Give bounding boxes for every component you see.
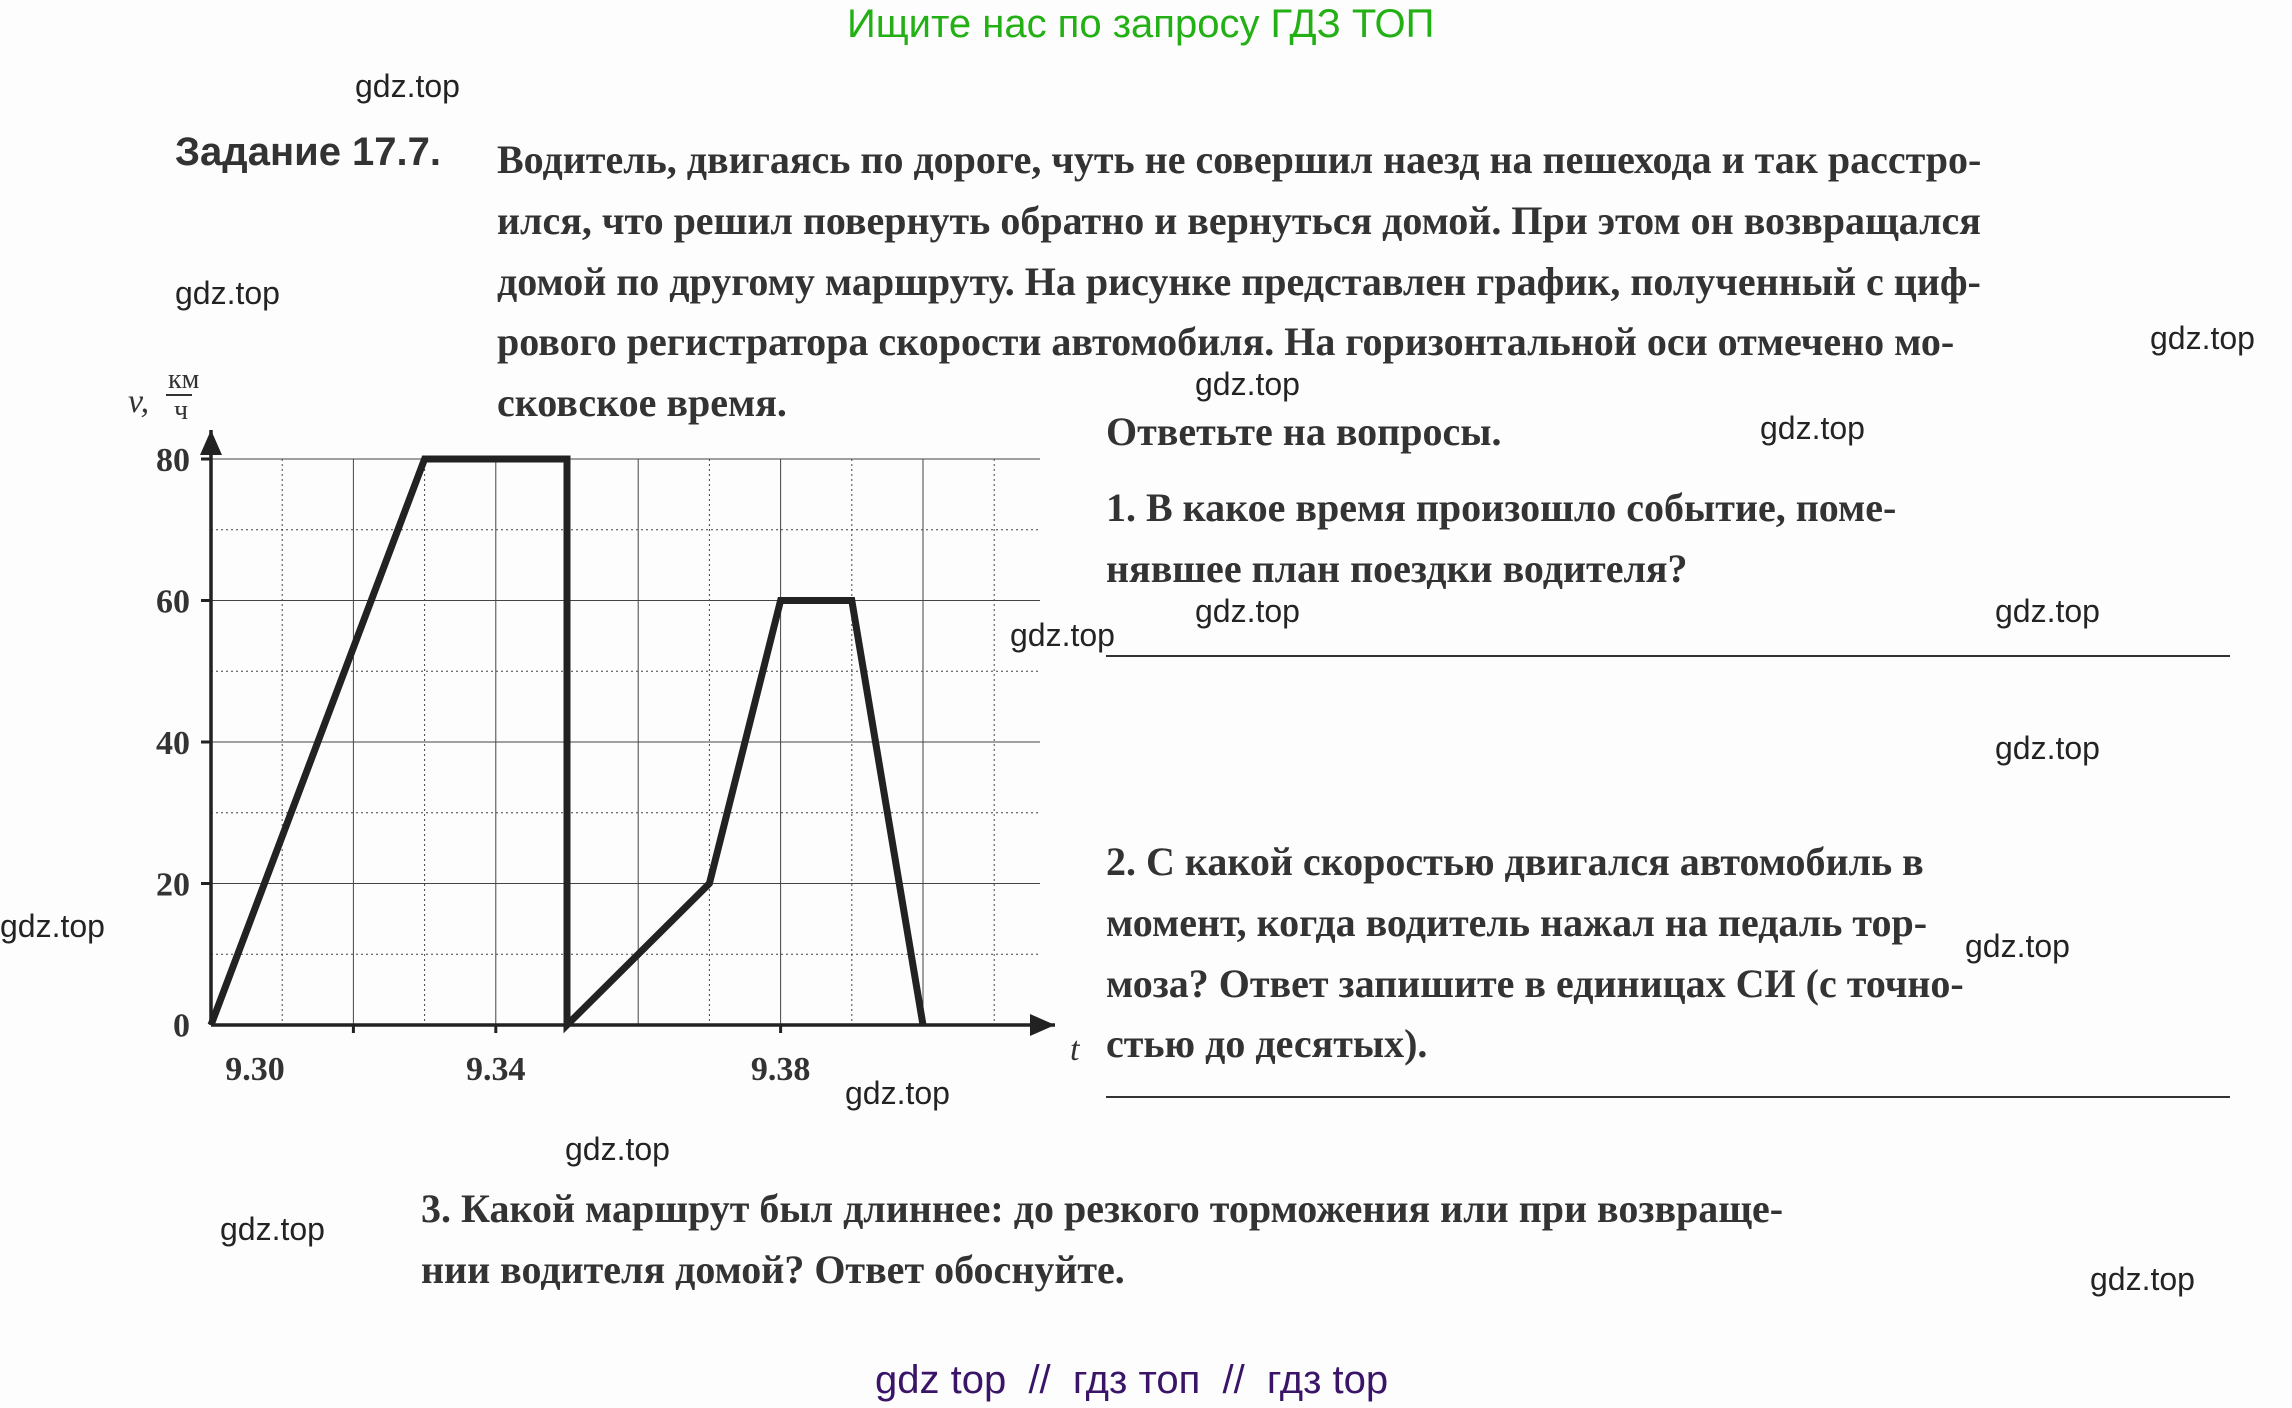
svg-text:20: 20 xyxy=(156,867,190,904)
svg-text:км: км xyxy=(168,364,200,395)
svg-text:40: 40 xyxy=(156,725,190,762)
svg-text:9.30: 9.30 xyxy=(225,1051,285,1088)
svg-text:60: 60 xyxy=(156,584,190,621)
svg-text:9.34: 9.34 xyxy=(466,1051,526,1088)
svg-text:0: 0 xyxy=(173,1008,190,1045)
svg-text:80: 80 xyxy=(156,442,190,479)
svg-text:v,: v, xyxy=(128,383,149,420)
svg-text:t: t xyxy=(1070,1031,1081,1068)
svg-text:9.38: 9.38 xyxy=(751,1051,811,1088)
svg-text:ч: ч xyxy=(174,395,188,426)
